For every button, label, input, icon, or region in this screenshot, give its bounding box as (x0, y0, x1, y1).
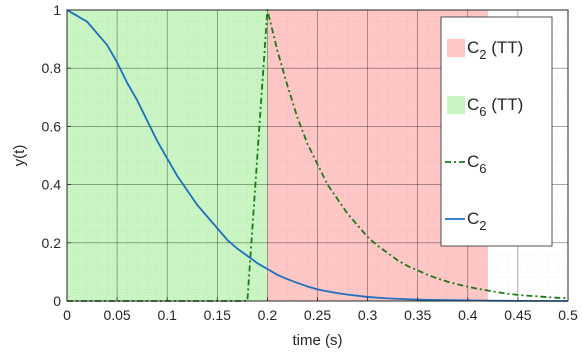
y-tick-label: 0.4 (42, 177, 62, 193)
series-line-c2 (66, 9, 569, 302)
x-tick-label: 0.15 (204, 307, 231, 323)
x-tick-label: 0.45 (504, 307, 531, 323)
x-tick-label: 0.1 (157, 307, 177, 323)
series-line-c6 (67, 9, 569, 302)
x-tick-label: 0.3 (358, 307, 378, 323)
y-tick-label: 0 (53, 293, 61, 309)
y-tick-labels: 0 0.2 0.4 0.6 0.8 1 (42, 2, 71, 309)
x-tick-label: 0.35 (404, 307, 431, 323)
x-tick-label: 0.25 (304, 307, 331, 323)
y-axis-label: y(t) (11, 145, 28, 167)
legend-swatch (447, 39, 465, 57)
y-tick-label: 0.2 (42, 235, 62, 251)
x-tick-labels: 0 0.05 0.1 0.15 0.2 0.25 0.3 0.35 0.4 0.45 0.5 (63, 297, 578, 323)
y-tick-label: 0.8 (42, 60, 62, 76)
y-tick-label: 1 (53, 2, 61, 18)
x-axis-label: time (s) (293, 332, 343, 349)
shaded-regions (67, 10, 488, 301)
x-tick-label: 0.4 (458, 307, 478, 323)
y-tick-label: 0.6 (42, 118, 62, 134)
x-tick-label: 0.05 (103, 307, 130, 323)
x-tick-label: 0.5 (558, 307, 578, 323)
legend-swatch (447, 96, 465, 114)
x-tick-label: 0 (63, 307, 71, 323)
series-lines (66, 9, 569, 302)
x-tick-label: 0.2 (258, 307, 278, 323)
